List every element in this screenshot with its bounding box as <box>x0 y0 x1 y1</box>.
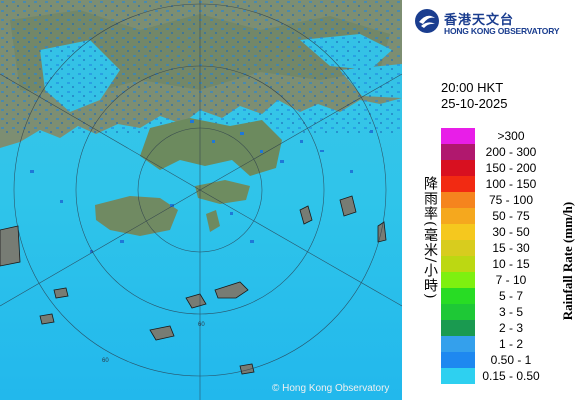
legend-label: 150 - 200 <box>485 161 537 175</box>
hong-kong-island <box>195 180 250 204</box>
legend-swatch <box>441 208 475 224</box>
date-label: 25-10-2025 <box>441 96 508 111</box>
legend-label: 75 - 100 <box>488 193 534 207</box>
legend-swatch <box>441 224 475 240</box>
legend-swatch <box>441 160 475 176</box>
logo-english-text: HONG KONG OBSERVATORY <box>444 26 560 36</box>
legend-label: 15 - 30 <box>492 241 530 255</box>
legend-swatch <box>441 192 475 208</box>
range-label-southwest: 60 <box>102 358 109 364</box>
legend-label: 100 - 150 <box>485 177 537 191</box>
legend-label: 30 - 50 <box>492 225 530 239</box>
legend-swatch <box>441 144 475 160</box>
legend-label: 0.15 - 0.50 <box>482 369 540 383</box>
legend-swatch <box>441 368 475 384</box>
legend-swatch <box>441 352 475 368</box>
legend-label: 50 - 75 <box>492 209 530 223</box>
legend-label: 7 - 10 <box>495 273 527 287</box>
lamma-island <box>206 210 220 232</box>
range-label-south: 60 <box>198 322 205 328</box>
legend-swatch <box>441 288 475 304</box>
legend-swatch <box>441 176 475 192</box>
time-label: 20:00 HKT <box>441 80 504 95</box>
observatory-logo: 香港天文台 HONG KONG OBSERVATORY <box>414 6 574 38</box>
legend-label: 2 - 3 <box>498 321 523 335</box>
lantau-island <box>95 196 178 236</box>
legend-swatch <box>441 336 475 352</box>
legend-label: 200 - 300 <box>485 145 537 159</box>
legend-title-english: Rainfall Rate (mm/h) <box>560 201 575 321</box>
range-rings <box>0 0 402 400</box>
copyright-notice: © Hong Kong Observatory <box>272 383 390 394</box>
legend-swatch <box>441 304 475 320</box>
legend-label: 5 - 7 <box>498 289 523 303</box>
legend-swatch <box>441 272 475 288</box>
legend-label: 0.50 - 1 <box>490 353 532 367</box>
legend-label: 3 - 5 <box>498 305 523 319</box>
rain-echoes <box>30 120 373 253</box>
legend-label: 1 - 2 <box>498 337 523 351</box>
observatory-emblem-icon <box>415 9 439 33</box>
legend-panel: 香港天文台 HONG KONG OBSERVATORY 20:00 HKT 25… <box>402 0 577 400</box>
legend-label: >300 <box>497 129 525 143</box>
legend-swatch <box>441 320 475 336</box>
legend-swatch <box>441 240 475 256</box>
legend-label: 10 - 15 <box>492 257 530 271</box>
new-territories <box>140 118 282 176</box>
logo-chinese-text: 香港天文台 <box>444 13 515 28</box>
radar-map-canvas: 60 60 <box>0 0 402 400</box>
radar-map: 60 60 © Hong Kong Observatory <box>0 0 402 400</box>
legend-title-chinese: 降雨率(毫米/小時) <box>422 176 438 300</box>
legend-swatch <box>441 256 475 272</box>
legend-swatch <box>441 128 475 144</box>
